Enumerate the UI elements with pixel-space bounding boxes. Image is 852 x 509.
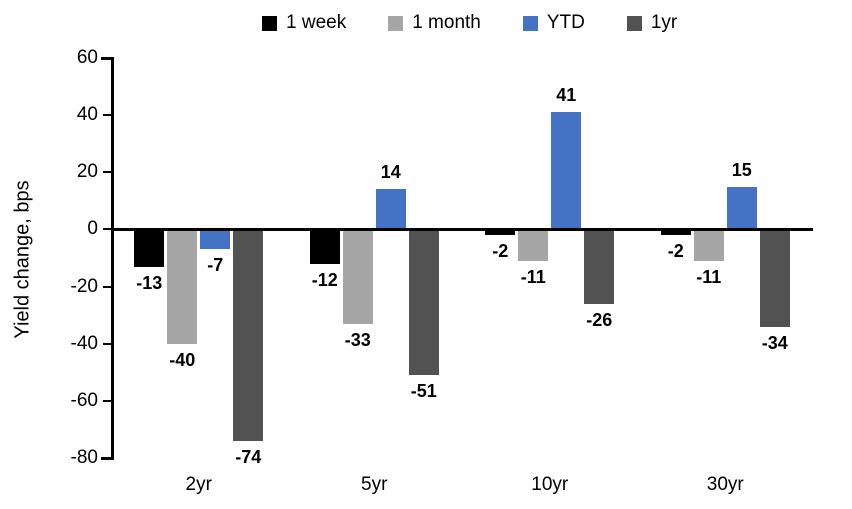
bar-value-label: -34 <box>761 332 788 353</box>
y-tick-label: 0 <box>87 218 98 240</box>
y-tick-mark <box>101 456 111 460</box>
y-tick-mark <box>101 56 111 60</box>
bar-ytd-30yr <box>726 186 757 230</box>
zero-line <box>111 227 813 231</box>
bar-value-label: 41 <box>556 85 577 106</box>
y-tick-label: -20 <box>70 275 98 297</box>
bar-1yr-10yr <box>584 229 615 304</box>
bar-ytd-10yr <box>551 112 582 230</box>
y-tick-label: 60 <box>76 47 98 68</box>
bar-value-label: -40 <box>169 349 196 370</box>
legend-item-ytd: YTD <box>522 12 585 34</box>
bar-value-label: -13 <box>136 272 163 293</box>
bar-1yr-2yr <box>233 229 264 441</box>
bar-value-label: -11 <box>696 266 722 287</box>
bar-value-label: -26 <box>586 309 613 330</box>
legend-label: YTD <box>546 12 585 33</box>
y-tick-mark <box>103 342 111 345</box>
bar-1-week-30yr <box>660 229 691 236</box>
y-tick-mark <box>103 114 111 117</box>
bar-ytd-2yr <box>200 229 231 250</box>
legend-swatch-icon <box>262 15 277 31</box>
legend-item-1yr: 1yr <box>626 12 678 34</box>
x-category-label: 2yr <box>185 474 212 495</box>
legend-swatch-icon <box>522 15 538 31</box>
y-tick-label: 40 <box>76 104 98 126</box>
chart-legend: 1 week 1 month YTD 1yr <box>262 12 677 34</box>
bar-value-label: -33 <box>344 329 371 350</box>
y-tick-mark <box>103 228 111 231</box>
bar-1-month-10yr <box>518 229 549 261</box>
bar-value-label: 14 <box>380 162 401 183</box>
y-tick-mark <box>103 285 111 288</box>
bar-1-week-2yr <box>134 229 165 267</box>
x-category-label: 10yr <box>531 474 569 495</box>
y-tick-mark <box>103 399 111 402</box>
legend-item-1-month: 1 month <box>388 12 481 34</box>
bar-1-month-2yr <box>167 229 198 344</box>
legend-swatch-icon <box>388 15 404 31</box>
y-axis-line <box>111 56 114 460</box>
x-category-label: 5yr <box>361 474 388 495</box>
y-tick-label: -40 <box>70 332 98 354</box>
bar-value-label: -12 <box>311 269 338 290</box>
bar-1-week-10yr <box>485 229 516 236</box>
legend-label: 1 month <box>412 12 481 33</box>
legend-label: 1 week <box>286 12 347 33</box>
bar-value-label: -7 <box>207 255 224 276</box>
bar-ytd-5yr <box>375 189 406 230</box>
y-tick-label: -60 <box>70 389 98 411</box>
bar-value-label: 15 <box>731 159 752 180</box>
bar-1yr-30yr <box>759 229 790 327</box>
bar-value-label: -74 <box>235 446 262 467</box>
y-tick-label: -80 <box>70 447 98 468</box>
bar-1-month-30yr <box>693 229 724 261</box>
legend-label: 1yr <box>650 12 678 33</box>
bar-value-label: -2 <box>492 241 509 262</box>
bar-1-month-5yr <box>342 229 373 324</box>
y-tick-label: 20 <box>76 161 98 183</box>
bar-value-label: -11 <box>520 266 546 287</box>
bar-1yr-5yr <box>408 229 439 376</box>
bar-value-label: -2 <box>667 241 684 262</box>
y-tick-mark <box>103 171 111 174</box>
bar-value-label: -51 <box>410 381 437 402</box>
legend-item-1-week: 1 week <box>262 12 346 34</box>
legend-swatch-icon <box>626 15 642 31</box>
bar-1-week-5yr <box>309 229 340 264</box>
x-category-label: 30yr <box>706 474 744 495</box>
